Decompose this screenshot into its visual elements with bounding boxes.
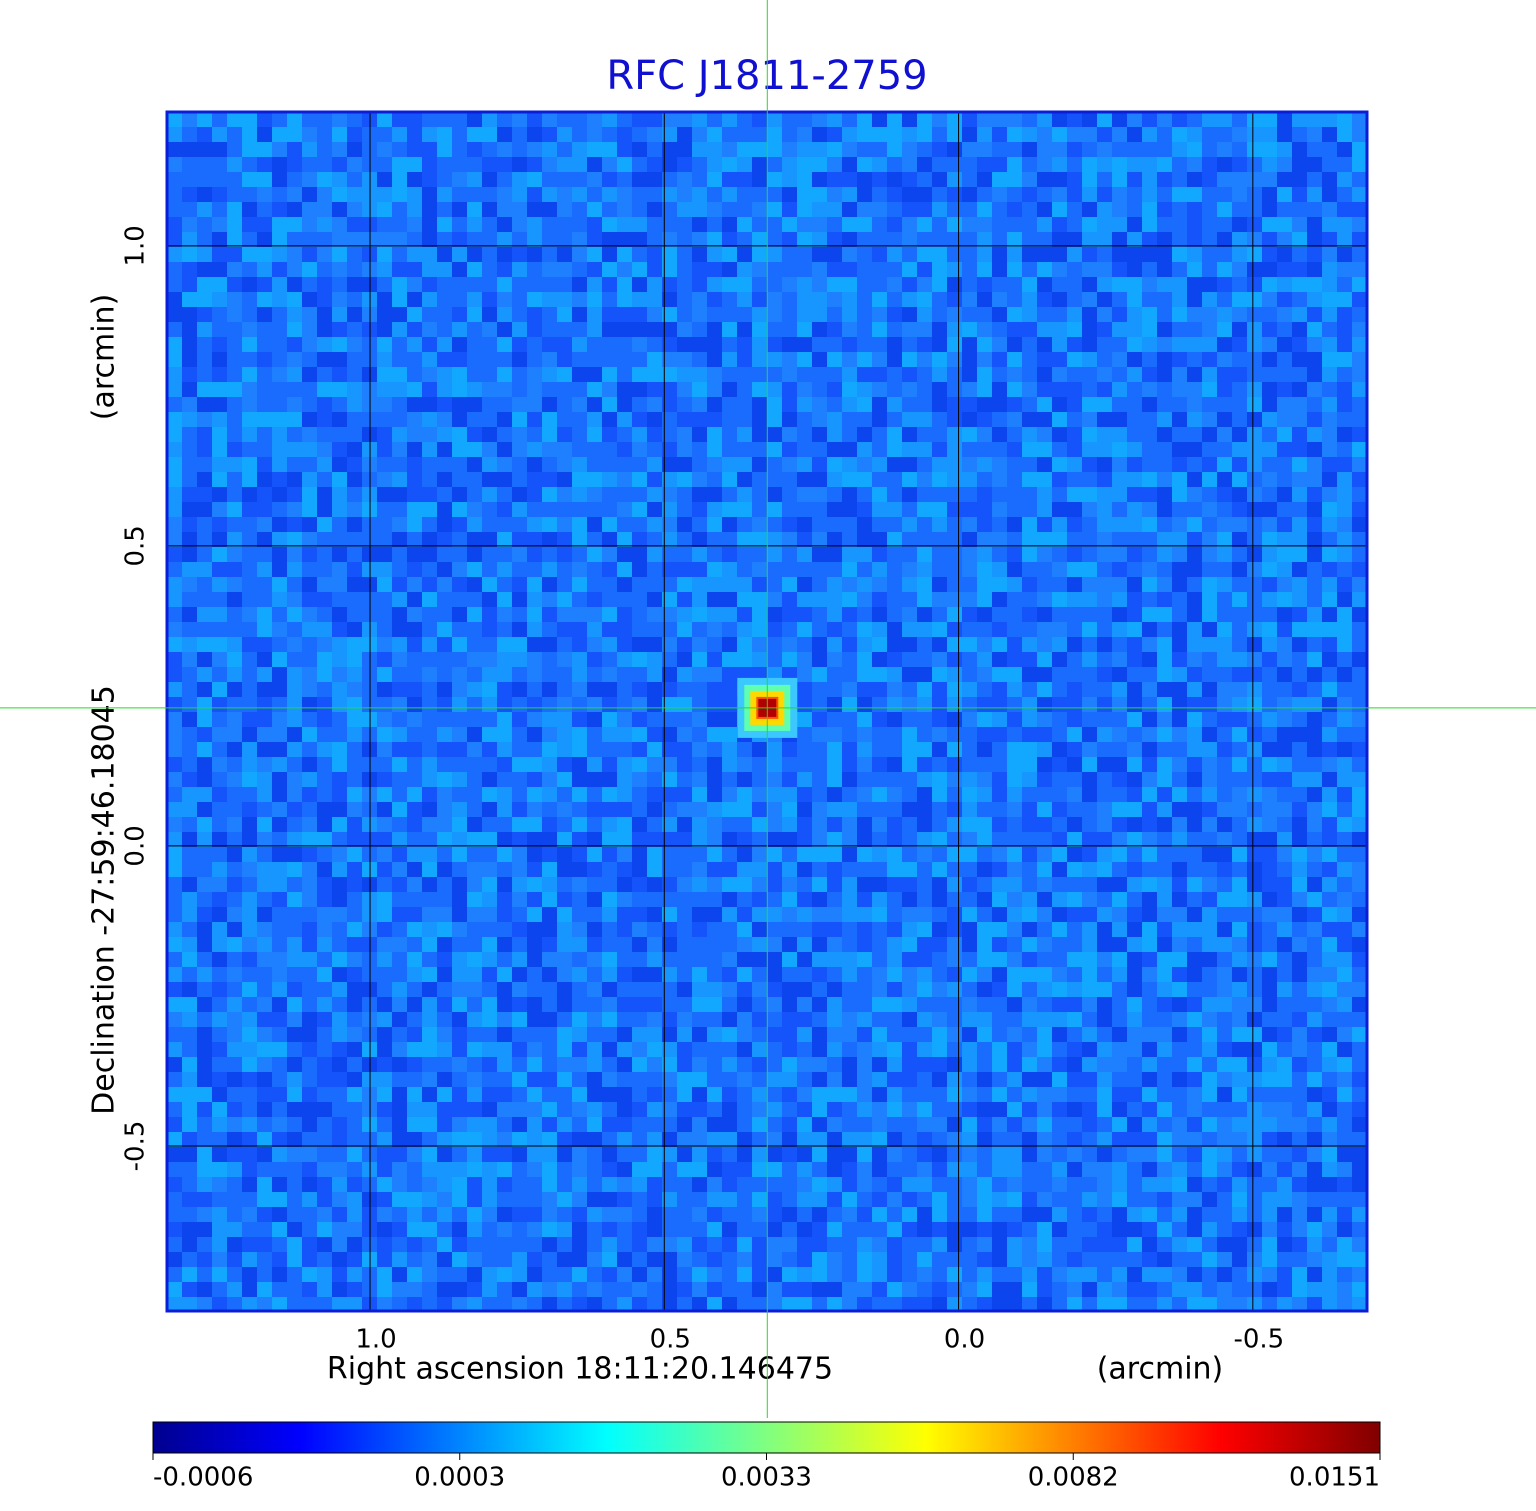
y-tick-label: 0.5 [121,525,151,566]
y-tick-label: 1.0 [121,225,151,266]
y-axis-label: Declination -27:59:46.18045 [87,685,122,1115]
colorbar-tick-label: 0.0033 [721,1463,812,1493]
x-tick-label: 0.5 [650,1325,691,1355]
y-axis-unit: (arcmin) [87,294,122,421]
image-noise [167,112,1367,1311]
x-tick-label: 1.0 [355,1325,396,1355]
colorbar-tick-label: -0.0006 [153,1463,253,1493]
image-noise [167,112,1367,1311]
x-tick-label: -0.5 [1233,1325,1284,1355]
x-axis-unit: (arcmin) [1097,1352,1224,1387]
colorbar [152,1421,1381,1454]
colorbar-tick-label: 0.0151 [1289,1463,1380,1493]
colorbar-tick-label: 0.0082 [1028,1463,1119,1493]
x-axis-label: Right ascension 18:11:20.146475 [327,1352,833,1387]
crosshair [0,0,1536,1418]
y-tick-label: -0.5 [121,1121,151,1172]
colorbar-tick-label: 0.0003 [414,1463,505,1493]
x-tick-label: 0.0 [944,1325,985,1355]
y-tick-label: 0.0 [121,825,151,866]
